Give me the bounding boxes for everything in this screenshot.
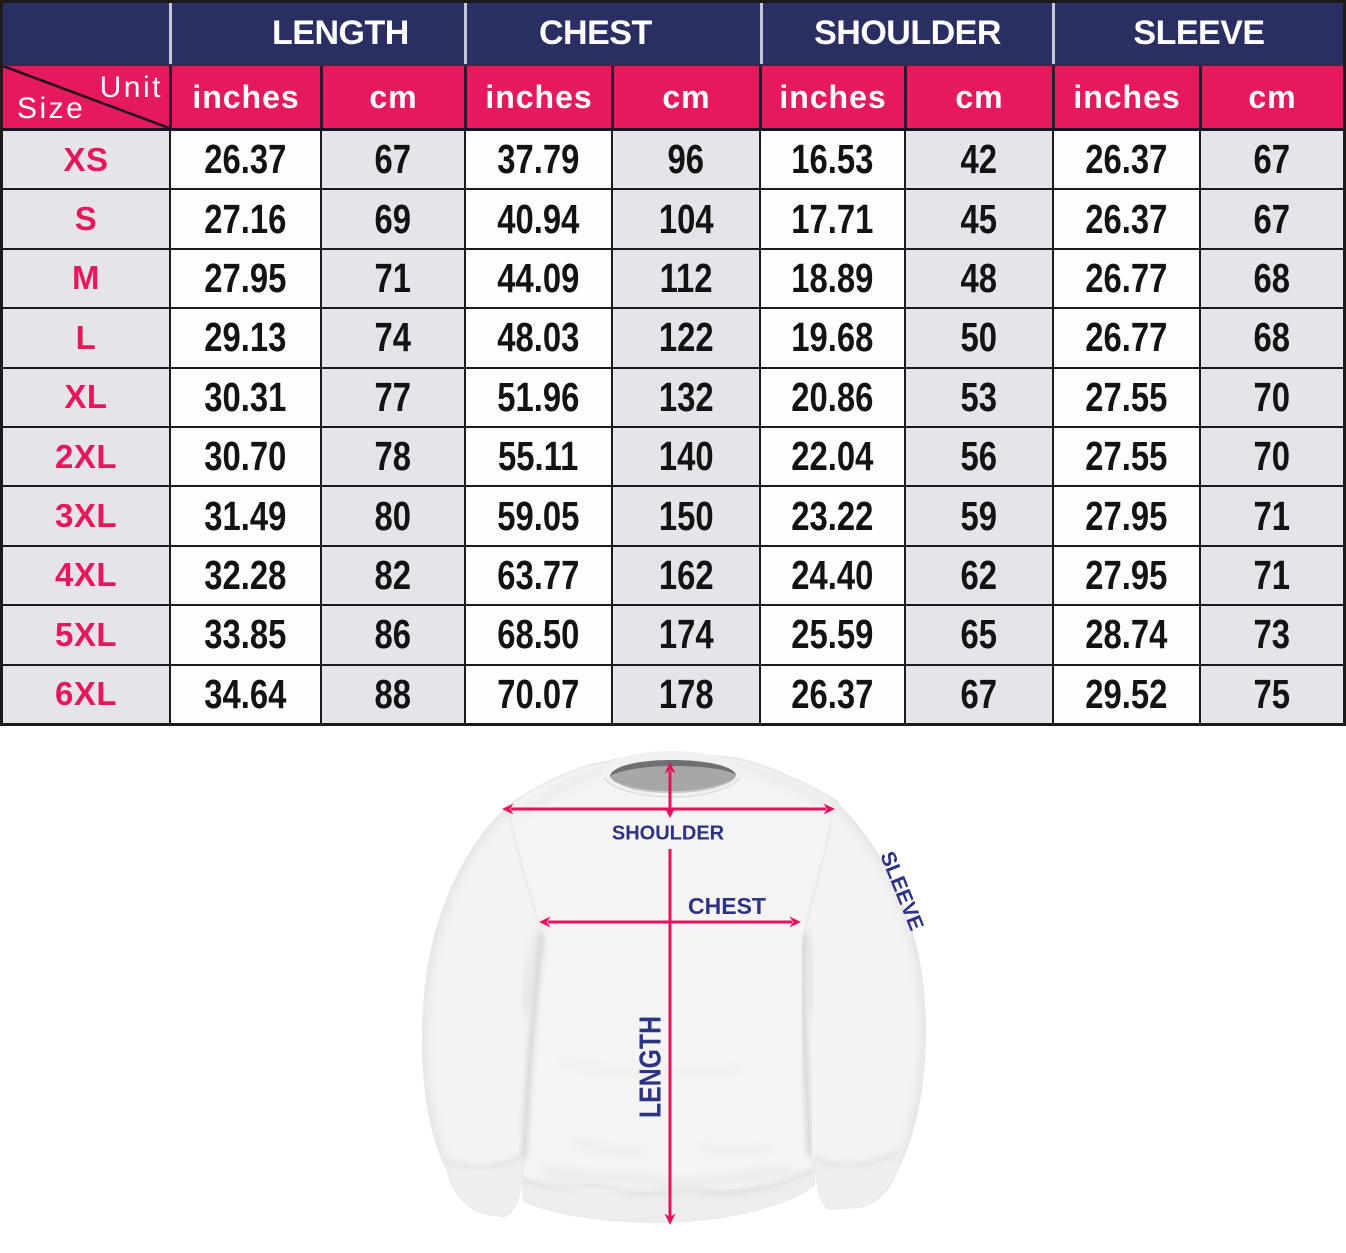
svg-text:LENGTH: LENGTH <box>633 1016 668 1118</box>
svg-text:SHOULDER: SHOULDER <box>612 822 725 844</box>
svg-text:CHEST: CHEST <box>688 893 766 919</box>
